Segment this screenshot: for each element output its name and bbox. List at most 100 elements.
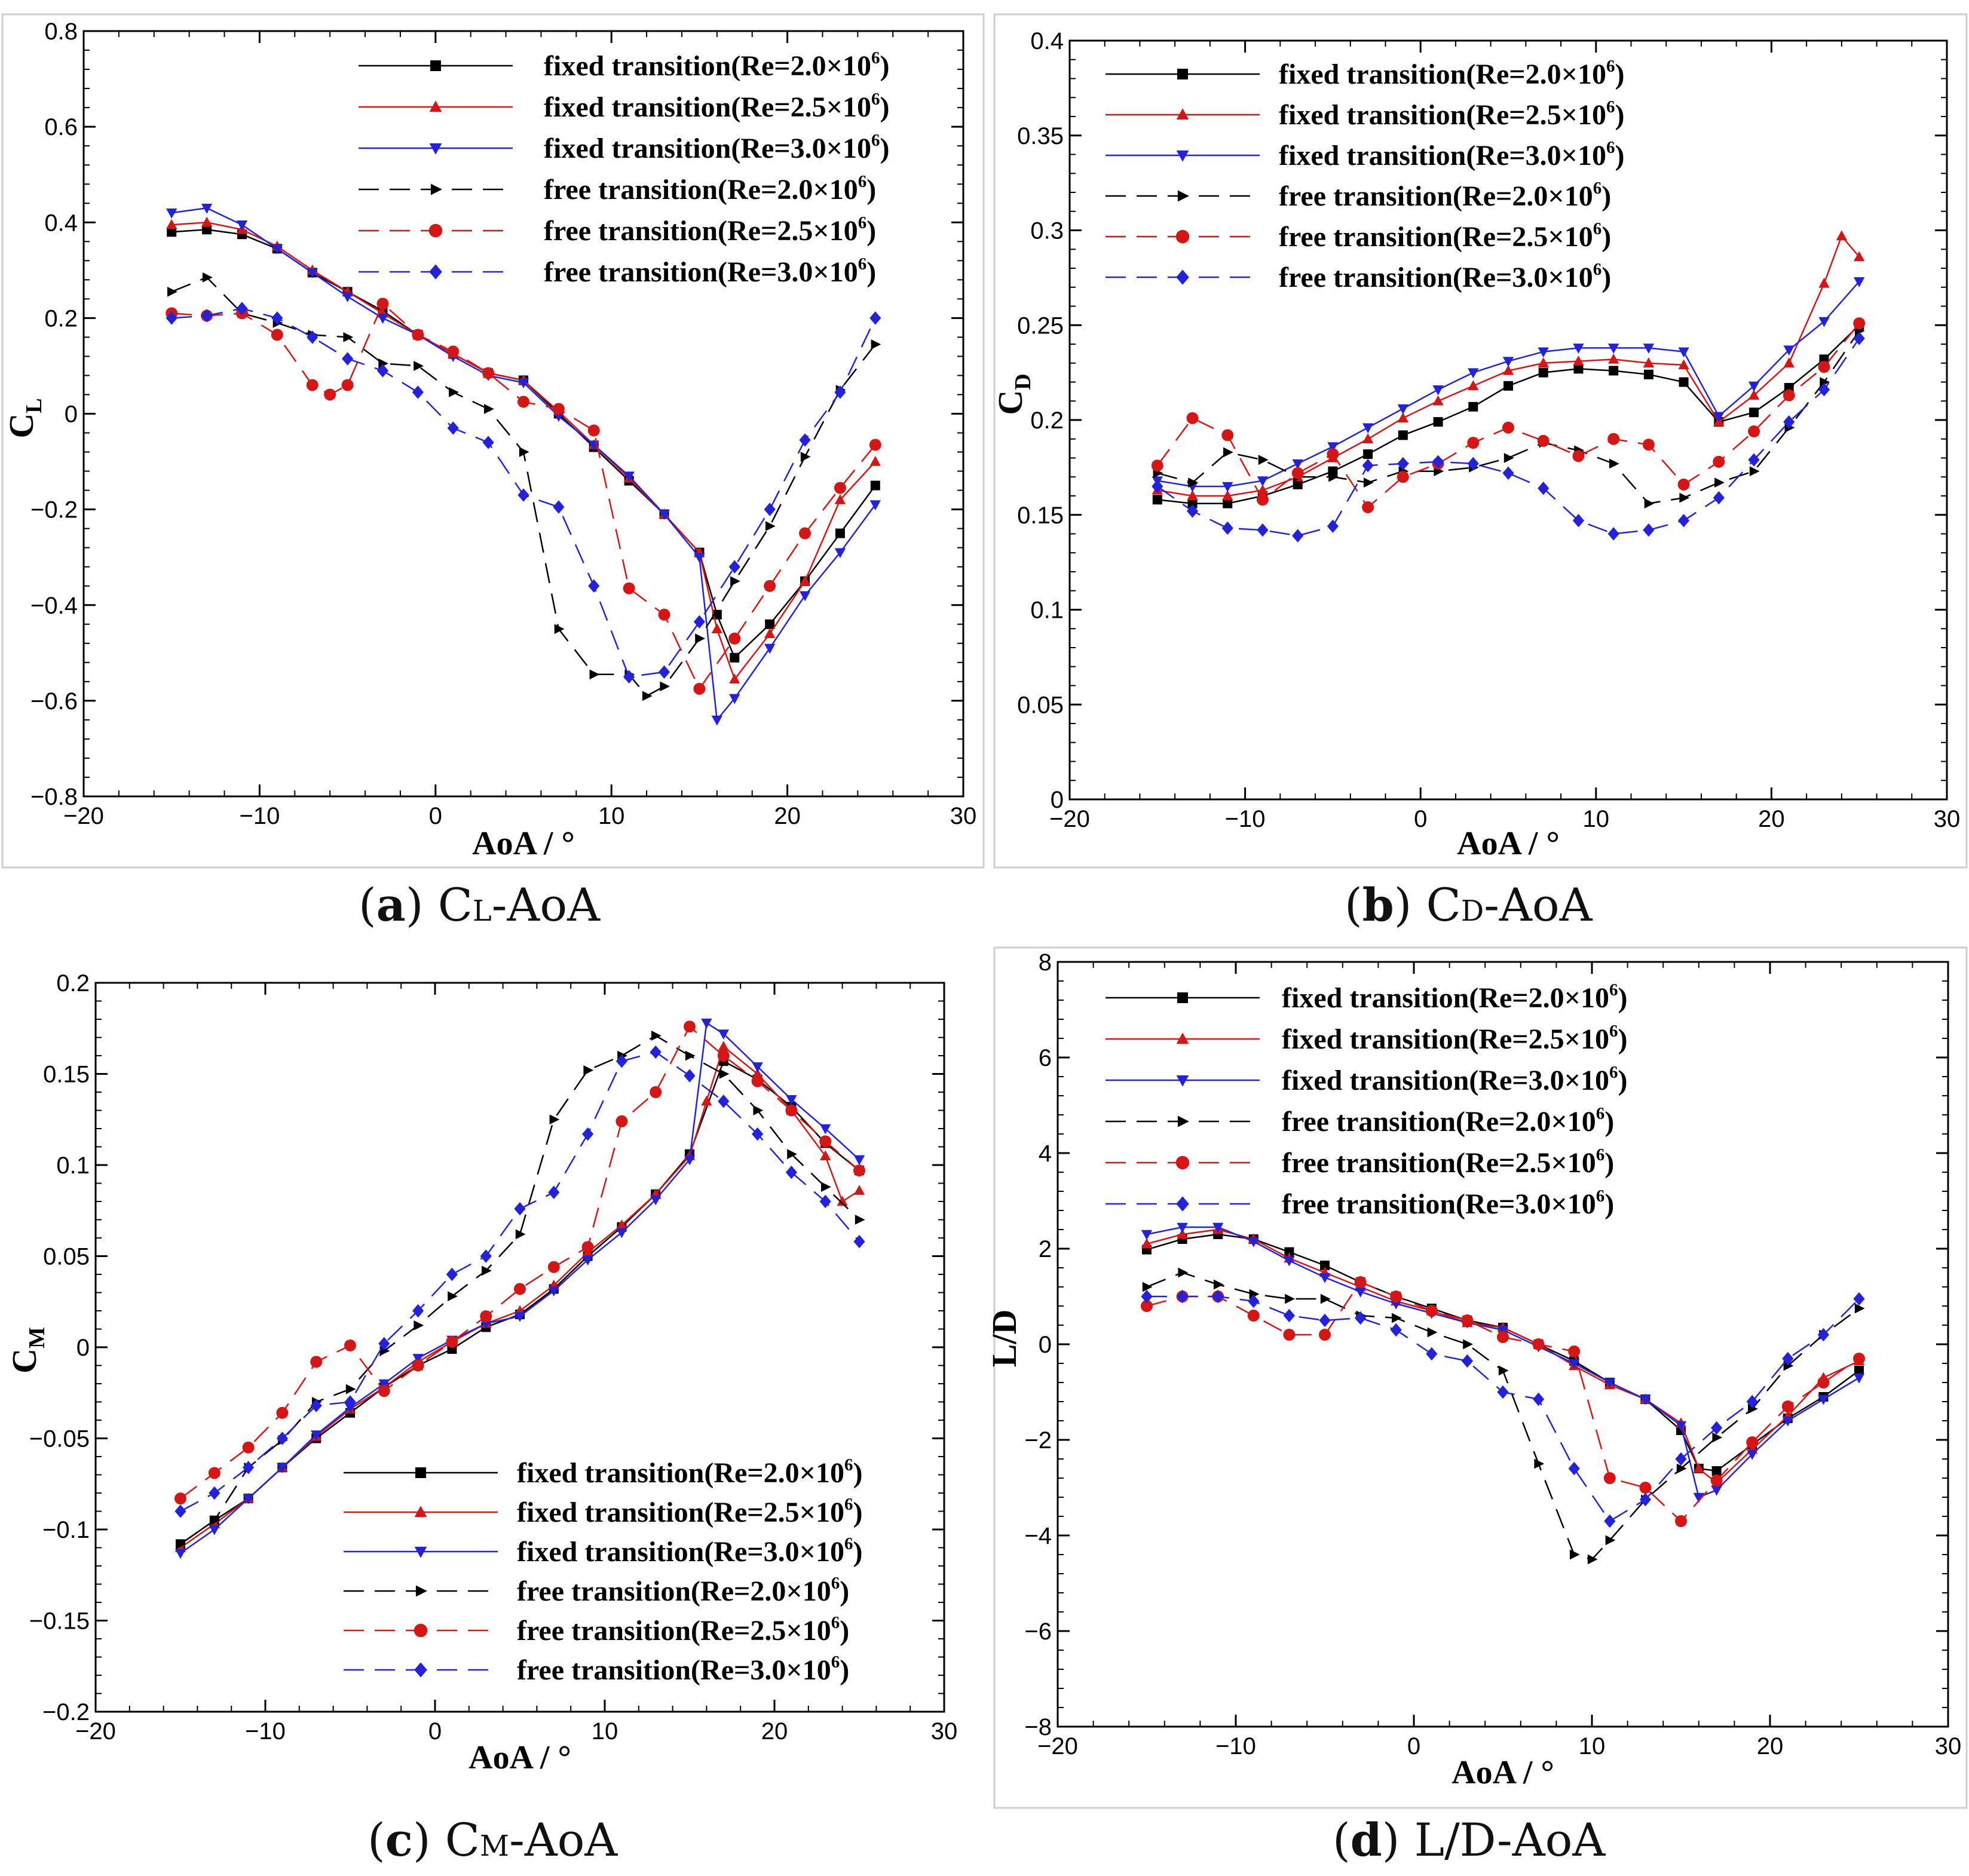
marker-triangle-right bbox=[1142, 1282, 1153, 1292]
legend-label-sup: 6 bbox=[1593, 179, 1602, 198]
marker-square bbox=[1609, 366, 1619, 376]
marker-diamond bbox=[1390, 1323, 1402, 1337]
legend-label-suffix: ) bbox=[1618, 982, 1628, 1014]
marker-circle bbox=[1497, 1331, 1509, 1343]
marker-triangle-down bbox=[277, 1463, 288, 1473]
marker-triangle-right bbox=[1783, 1360, 1794, 1371]
series-5 bbox=[1141, 1276, 1865, 1527]
marker-square bbox=[870, 480, 880, 491]
legend-label: free transition(Re=2.5×106) bbox=[544, 213, 876, 247]
marker-triangle-down bbox=[623, 471, 635, 482]
marker-circle bbox=[819, 1135, 832, 1148]
marker-circle bbox=[552, 403, 565, 415]
x-tick-label: 10 bbox=[598, 803, 625, 829]
marker-triangle-down bbox=[311, 1430, 322, 1440]
caption-a: (a) CL-AoA bbox=[359, 878, 600, 931]
legend-label-sup: 6 bbox=[858, 172, 867, 191]
y-tick-label: −6 bbox=[1024, 1618, 1052, 1645]
caption-letter: d bbox=[1350, 1813, 1382, 1866]
marker-diamond bbox=[1572, 514, 1585, 528]
series-3 bbox=[1152, 277, 1865, 492]
y-tick-label: 0.35 bbox=[1017, 123, 1064, 149]
series-5 bbox=[1151, 317, 1866, 514]
y-tick-label: −4 bbox=[1024, 1523, 1052, 1549]
series-1 bbox=[1152, 320, 1864, 508]
caption-b: (b) CD-AoA bbox=[1345, 878, 1593, 931]
marker-triangle-right bbox=[660, 681, 670, 692]
marker-triangle-down bbox=[1643, 344, 1655, 354]
marker-diamond bbox=[1497, 1385, 1509, 1399]
legend-label-suffix: ) bbox=[1601, 221, 1611, 253]
y-tick-label: 0.3 bbox=[1030, 218, 1064, 244]
caption-sub: D bbox=[1460, 894, 1484, 928]
marker-triangle-down bbox=[553, 412, 565, 422]
marker-circle bbox=[341, 379, 354, 391]
x-axis-label: AoA / ° bbox=[472, 825, 575, 862]
legend-label-sup: 6 bbox=[1609, 1063, 1618, 1082]
y-tick-label: 0.2 bbox=[1030, 407, 1064, 434]
legend-label-text: fixed transition(Re=2.0×10 bbox=[1279, 59, 1606, 90]
marker-circle bbox=[310, 1356, 323, 1368]
y-tick-label: −0.1 bbox=[42, 1517, 90, 1543]
marker-circle bbox=[1675, 1515, 1687, 1527]
marker-diamond bbox=[728, 560, 740, 574]
legend-label-suffix: ) bbox=[840, 1615, 849, 1647]
y-tick-label: −0.6 bbox=[30, 688, 78, 715]
marker-triangle-down bbox=[1497, 1325, 1509, 1336]
legend-label: free transition(Re=2.0×106) bbox=[1282, 1104, 1614, 1138]
marker-triangle-up bbox=[834, 494, 846, 504]
legend-label-sup: 6 bbox=[858, 255, 867, 274]
legend-label-suffix: ) bbox=[1604, 1106, 1614, 1138]
marker-circle bbox=[581, 1241, 594, 1253]
marker-triangle-right bbox=[1249, 1289, 1260, 1299]
marker-circle bbox=[242, 1441, 255, 1454]
marker-triangle-right bbox=[1214, 1279, 1224, 1290]
marker-triangle-right bbox=[1644, 498, 1655, 509]
marker-circle bbox=[1354, 1276, 1367, 1288]
marker-circle bbox=[658, 608, 670, 621]
marker-triangle-down bbox=[1538, 347, 1549, 358]
marker-circle bbox=[414, 1623, 428, 1638]
marker-diamond bbox=[1643, 523, 1655, 537]
marker-circle bbox=[869, 439, 881, 451]
marker-diamond bbox=[1713, 491, 1725, 505]
legend-label-text: free transition(Re=2.5×10 bbox=[1282, 1147, 1596, 1179]
marker-diamond bbox=[1607, 527, 1619, 541]
legend-label-sup: 6 bbox=[1606, 97, 1615, 117]
marker-triangle-right bbox=[719, 1069, 730, 1079]
legend-label-sup: 6 bbox=[831, 1653, 840, 1672]
marker-diamond bbox=[1502, 466, 1514, 480]
marker-diamond bbox=[799, 433, 811, 447]
series-line bbox=[180, 1025, 860, 1500]
marker-triangle-down bbox=[243, 1494, 254, 1504]
marker-triangle-up bbox=[820, 1150, 831, 1160]
y-axis-label-main: C bbox=[2, 413, 41, 439]
marker-triangle-down bbox=[684, 1155, 696, 1166]
y-axis-label-sub: L bbox=[22, 398, 47, 413]
marker-triangle-down bbox=[1818, 317, 1830, 327]
marker-diamond bbox=[1397, 456, 1409, 471]
legend-label-sup: 6 bbox=[1593, 219, 1602, 238]
marker-triangle-right bbox=[1320, 1293, 1331, 1304]
marker-circle bbox=[764, 580, 776, 592]
marker-triangle-down bbox=[412, 1354, 424, 1364]
legend: fixed transition(Re=2.0×106)fixed transi… bbox=[344, 1455, 862, 1686]
marker-triangle-down bbox=[752, 1062, 763, 1072]
marker-circle bbox=[1677, 478, 1690, 491]
marker-triangle-down bbox=[517, 378, 529, 389]
marker-triangle-right bbox=[1854, 1303, 1865, 1314]
legend-label-text: fixed transition(Re=2.5×10 bbox=[517, 1497, 844, 1528]
marker-circle bbox=[276, 1406, 289, 1419]
y-tick-label: −0.8 bbox=[30, 784, 78, 810]
marker-triangle-down bbox=[711, 715, 723, 726]
marker-triangle-down bbox=[414, 1546, 427, 1558]
legend-label-text: fixed transition(Re=2.5×10 bbox=[1282, 1023, 1609, 1055]
y-axis-label: CL bbox=[2, 398, 47, 438]
marker-triangle-down bbox=[166, 209, 177, 219]
y-tick-label: 0.6 bbox=[44, 114, 78, 140]
marker-triangle-right bbox=[448, 1291, 458, 1301]
marker-circle bbox=[428, 223, 443, 238]
y-tick-label: 0.2 bbox=[44, 305, 78, 332]
x-tick-label: 0 bbox=[1414, 806, 1427, 832]
marker-circle bbox=[412, 329, 424, 341]
